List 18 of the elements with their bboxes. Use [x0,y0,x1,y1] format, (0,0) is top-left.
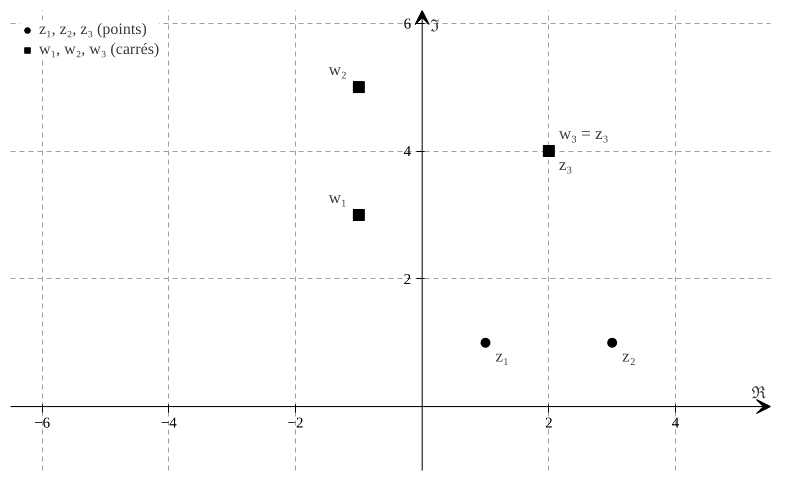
y-axis-title: ℑ [430,16,440,36]
x-tick-label: −2 [288,416,304,432]
legend-label: w₁, w₂, w₃ (carrés) [39,41,160,59]
x-tick-label: 2 [545,416,553,432]
legend-label: z₁, z₂, z₃ (points) [39,21,147,39]
annotation: z₃ [558,155,572,174]
x-tick-label: −6 [34,416,51,432]
x-tick-label: −4 [160,416,178,432]
annotation: w₁ [328,188,347,207]
annotation: z₂ [622,346,636,366]
annotation: z₁ [496,346,509,366]
x-axis-title: ℜ [752,384,766,403]
x-tick-label: 4 [672,416,680,432]
annotation: w₃ = z₃ [558,124,609,144]
y-tick-label: 2 [404,272,412,288]
y-tick-label: 4 [404,144,412,160]
y-tick-label: 6 [404,16,412,32]
annotation: w₂ [328,60,347,80]
